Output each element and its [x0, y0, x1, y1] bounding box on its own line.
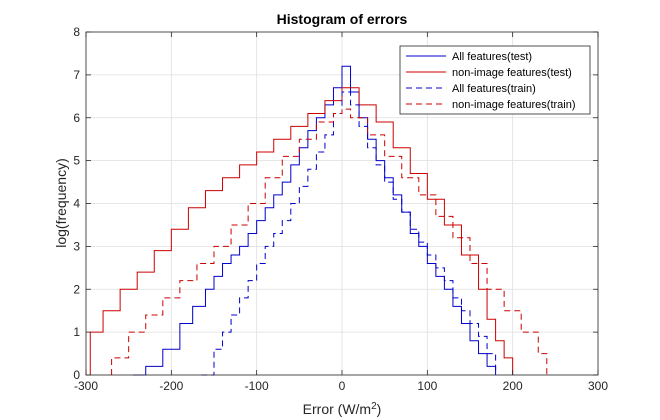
x-tick-label: -100 — [245, 379, 269, 393]
y-tick-label: 3 — [73, 239, 80, 253]
axis-ticks: -300 -200 -100 0 100 200 300 0 1 2 3 4 5 6 7 8 — [73, 25, 608, 393]
x-tick-label: -300 — [74, 379, 98, 393]
series-line-non-image-features-test — [89, 87, 514, 375]
legend-entry-non-image-features-train: non-image features(train) — [452, 99, 576, 111]
x-axis-title: Error (W/m2) — [303, 401, 382, 418]
series-line-all-features-train — [201, 91, 497, 376]
y-tick-label: 4 — [73, 197, 80, 211]
y-tick-label: 5 — [73, 154, 80, 168]
y-tick-label: 1 — [73, 325, 80, 339]
legend-entry-all-features-test: All features(test) — [452, 51, 532, 63]
y-axis-title: log(frequency) — [53, 158, 69, 248]
x-tick-label: 200 — [503, 379, 523, 393]
legend: All features(test) non-image features(tes… — [399, 45, 591, 115]
y-tick-label: 7 — [73, 68, 80, 82]
series-line-non-image-features-train — [111, 108, 548, 375]
x-tick-label: 100 — [417, 379, 437, 393]
y-tick-label: 2 — [73, 282, 80, 296]
legend-entry-non-image-features-test: non-image features(test) — [452, 67, 572, 79]
x-tick-label: 0 — [339, 379, 346, 393]
chart-title: Histogram of errors — [277, 11, 408, 27]
legend-box — [399, 45, 591, 115]
y-tick-label: 0 — [73, 368, 80, 382]
legend-entry-all-features-train: All features(train) — [452, 83, 536, 95]
series-layer — [89, 65, 548, 376]
x-tick-label: -200 — [159, 379, 183, 393]
x-tick-label: 300 — [588, 379, 608, 393]
y-tick-label: 8 — [73, 25, 80, 39]
y-tick-label: 6 — [73, 111, 80, 125]
